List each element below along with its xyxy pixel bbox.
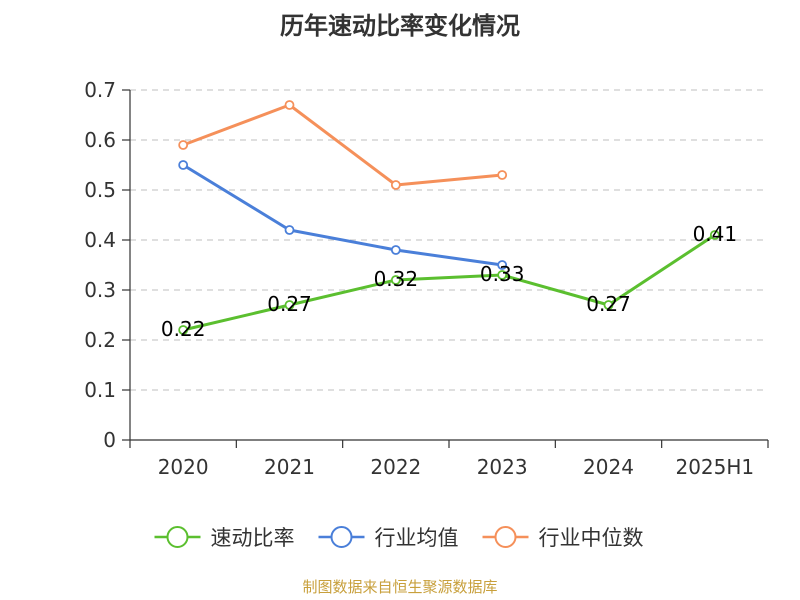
y-tick-label: 0 — [103, 428, 116, 452]
legend-swatch-marker — [330, 526, 353, 548]
legend-label: 行业均值 — [375, 526, 459, 550]
series-lines — [178, 100, 720, 335]
data-point — [178, 160, 189, 170]
x-tick-label: 2025H1 — [675, 455, 754, 479]
legend-swatch-marker — [166, 526, 189, 548]
legend-item-industry-mean[interactable]: 行业均值 — [318, 526, 459, 550]
x-tick-label: 2024 — [583, 455, 634, 479]
data-labels: 0.22 0.27 0.32 0.33 0.27 0.41 — [161, 222, 737, 341]
data-point — [497, 260, 508, 270]
data-point — [497, 270, 508, 280]
legend[interactable]: 速动比率 行业均值 行业中位数 — [154, 526, 644, 550]
data-point — [390, 245, 401, 255]
data-label: 0.41 — [693, 222, 738, 246]
data-label: 0.27 — [267, 292, 312, 316]
data-point — [178, 325, 189, 335]
y-tick-label: 0.5 — [84, 178, 116, 202]
y-tick-label: 0.2 — [84, 328, 116, 352]
data-point — [284, 100, 295, 110]
data-point — [497, 170, 508, 180]
axes: 0 0.1 0.2 0.3 0.4 0.5 0.6 0.7 2020 2021 2022 2023 20… — [84, 78, 769, 479]
data-label: 0.27 — [586, 292, 631, 316]
y-tick-label: 0.4 — [84, 228, 116, 252]
grid-lines — [130, 89, 768, 391]
legend-item-quick-ratio[interactable]: 速动比率 — [154, 526, 295, 550]
legend-label: 行业中位数 — [539, 526, 644, 550]
data-label: 0.32 — [374, 267, 419, 291]
data-point — [603, 300, 614, 310]
y-tick-label: 0.6 — [84, 128, 116, 152]
data-point — [390, 275, 401, 285]
x-tick-label: 2021 — [264, 455, 315, 479]
data-point — [178, 140, 189, 150]
data-point — [284, 225, 295, 235]
y-tick-label: 0.1 — [84, 378, 116, 402]
y-tick-label: 0.3 — [84, 278, 116, 302]
data-point — [284, 300, 295, 310]
chart-title: 历年速动比率变化情况 — [280, 12, 520, 40]
legend-item-industry-median[interactable]: 行业中位数 — [482, 526, 644, 550]
series-line — [181, 163, 504, 267]
series-line — [181, 233, 717, 332]
series-quick-ratio — [178, 230, 720, 335]
series-industry-mean — [178, 160, 508, 270]
x-tick-label: 2023 — [477, 455, 528, 479]
legend-swatch-marker — [494, 526, 517, 548]
legend-label: 速动比率 — [211, 526, 295, 550]
data-label: 0.22 — [161, 317, 206, 341]
data-point — [390, 180, 401, 190]
series-industry-median — [178, 100, 508, 190]
data-label: 0.33 — [480, 262, 525, 286]
source-note: 制图数据来自恒生聚源数据库 — [302, 578, 497, 596]
series-line — [181, 103, 504, 187]
data-point — [709, 230, 720, 240]
x-tick-label: 2020 — [158, 455, 209, 479]
x-tick-label: 2022 — [370, 455, 421, 479]
y-tick-label: 0.7 — [84, 78, 116, 102]
